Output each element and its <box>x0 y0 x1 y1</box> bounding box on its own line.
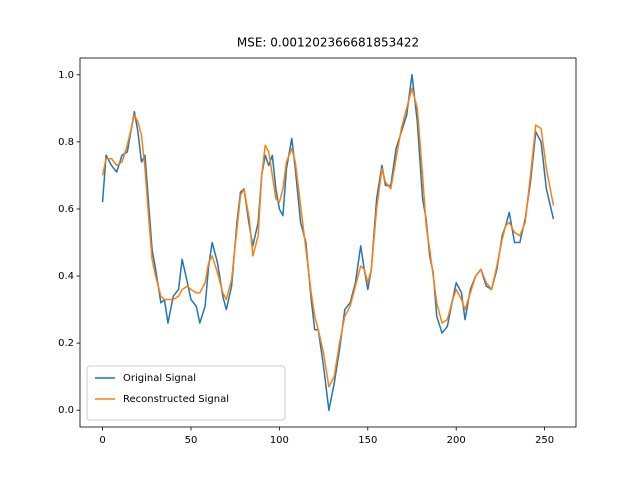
x-tick-label: 100 <box>270 435 289 446</box>
legend-label: Reconstructed Signal <box>123 394 229 405</box>
y-tick-label: 0.6 <box>58 204 74 215</box>
series-line <box>101 74 555 411</box>
legend-box <box>86 365 286 421</box>
chart-title: MSE: 0.001202366681853422 <box>237 36 419 50</box>
plot-frame <box>79 57 577 428</box>
x-tick-label: 150 <box>358 435 377 446</box>
x-tick-label: 200 <box>447 435 466 446</box>
series-line <box>101 87 555 388</box>
y-tick-label: 0.4 <box>58 271 74 282</box>
y-tick-label: 1.0 <box>58 70 74 81</box>
y-tick-label: 0.2 <box>58 338 74 349</box>
legend-label: Original Signal <box>123 373 196 384</box>
x-tick-label: 50 <box>185 435 198 446</box>
x-tick-label: 0 <box>99 435 105 446</box>
y-tick-label: 0.0 <box>58 405 74 416</box>
x-tick-label: 250 <box>535 435 554 446</box>
y-tick-label: 0.8 <box>58 137 74 148</box>
